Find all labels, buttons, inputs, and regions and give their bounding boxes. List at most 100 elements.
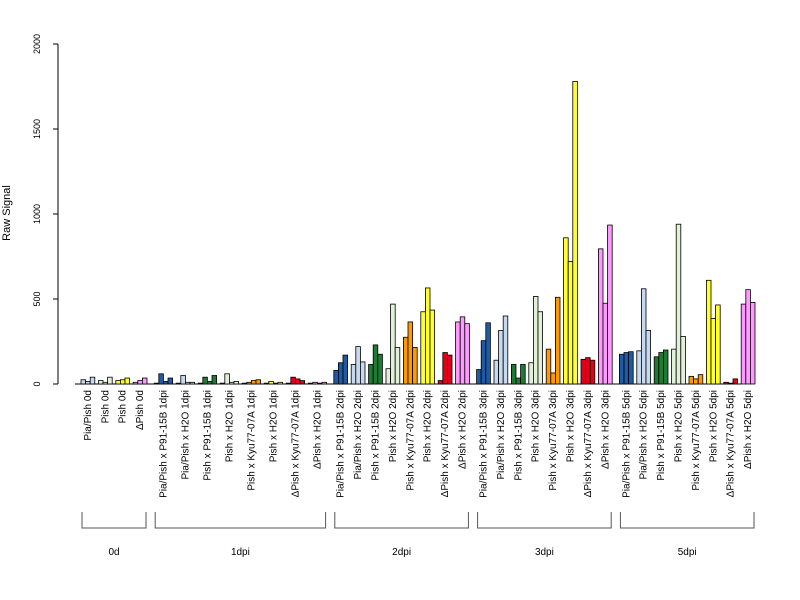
bar [321, 381, 327, 385]
bar [202, 376, 208, 385]
bar [241, 382, 248, 385]
bar [89, 376, 96, 385]
x-tick-label: ΔPish x Kyu77-07A 5dpi [726, 390, 737, 497]
bar [107, 376, 113, 385]
x-tick-label: ΔPish x Kyu77-07A 1dpi [290, 390, 301, 497]
bar [732, 378, 738, 385]
bar [294, 378, 301, 385]
bar [537, 311, 543, 385]
bar [563, 237, 569, 385]
bar [464, 323, 470, 385]
x-tick-label: ΔPish x Kyu77-07A 2dpi [440, 390, 451, 497]
bar [219, 382, 226, 385]
x-tick-label: Pia/Pish x H2O 3dpi [496, 390, 507, 480]
x-tick-label: Pia/Pish x H2O 2dpi [353, 390, 364, 480]
bar [206, 381, 213, 385]
bar [102, 381, 108, 385]
bar [368, 364, 374, 385]
bar [263, 382, 270, 385]
bar [437, 380, 444, 385]
bar [528, 362, 534, 385]
bar [158, 373, 164, 385]
bar [246, 381, 252, 385]
bar [459, 316, 466, 385]
bar [424, 287, 431, 385]
x-tick-label: Pish x P91-15B 2dpi [371, 390, 382, 481]
bar [728, 382, 734, 385]
bar [641, 288, 647, 385]
bar [706, 279, 712, 385]
bar [619, 353, 625, 385]
bar [580, 358, 586, 385]
x-tick-label: Pish 0d [118, 390, 129, 423]
bar [493, 359, 499, 385]
x-tick-label: Pish x P91-15B 1dpi [202, 390, 213, 481]
bar [628, 351, 634, 385]
bar [502, 315, 509, 385]
bar [602, 302, 608, 385]
x-tick-label: Pish x Kyu77-07A 2dpi [405, 390, 416, 491]
x-tick-label: Pish x H2O 1dpi [268, 390, 279, 462]
bar [485, 322, 491, 385]
bar [137, 380, 143, 385]
bar [572, 81, 578, 385]
bar [750, 301, 756, 385]
group-bracket [619, 512, 755, 529]
bar [663, 349, 669, 385]
bar [710, 318, 716, 385]
bar [520, 364, 526, 385]
bar [645, 330, 651, 385]
bar [184, 381, 191, 385]
y-tick-label: 1500 [32, 119, 42, 139]
x-tick-label: Pish x H2O 1dpi [224, 390, 235, 462]
bar [124, 377, 130, 385]
group-label: 0d [108, 547, 119, 558]
bar [515, 377, 521, 385]
x-tick-label: ΔPish x H2O 1dpi [312, 390, 323, 469]
bar [429, 309, 435, 385]
group-brackets: 0d 1dpi 2dpi 3dpi 5dpi [81, 512, 755, 558]
x-tick-label: Pish x Kyu77-07A 3dpi [548, 390, 559, 491]
bar [455, 321, 461, 385]
x-tick-label: Pish x P91-15B 3dpi [513, 390, 524, 481]
bar [675, 223, 682, 385]
bar [480, 340, 487, 385]
bar [598, 248, 604, 385]
bar [533, 296, 539, 385]
bar [359, 361, 366, 385]
bar [189, 381, 195, 385]
bar [607, 224, 613, 385]
bar [446, 354, 453, 385]
bar [412, 347, 418, 385]
bar [671, 348, 677, 385]
bar [394, 347, 401, 385]
group-bracket [154, 512, 327, 529]
x-tick-label: ΔPish x H2O 2dpi [458, 390, 469, 469]
bar [180, 375, 186, 385]
x-tick-label: Pish x H2O 2dpi [388, 390, 399, 462]
group-label: 3dpi [535, 547, 554, 558]
bar [653, 356, 660, 385]
bar [80, 379, 86, 385]
x-tick-label: Pish x H2O 5dpi [674, 390, 685, 462]
group-label: 5dpi [678, 547, 697, 558]
x-tick-label: Pia/Pish x P91-15B 2dpi [336, 390, 347, 498]
bar [115, 380, 121, 385]
bar [442, 352, 448, 385]
bar [312, 381, 318, 385]
bar [98, 380, 104, 385]
bar [585, 357, 591, 385]
group-bracket [334, 512, 469, 529]
bar [197, 382, 204, 385]
bar [589, 359, 596, 385]
bar [290, 376, 296, 385]
x-tick-label: ΔPish 0d [135, 390, 146, 430]
group-bracket [477, 512, 612, 529]
bar [555, 296, 561, 385]
x-tick-label: Pia/Pish x H2O 5dpi [639, 390, 650, 480]
bar [390, 303, 396, 385]
bar [120, 379, 126, 385]
bar [723, 381, 729, 385]
bar [333, 369, 339, 385]
